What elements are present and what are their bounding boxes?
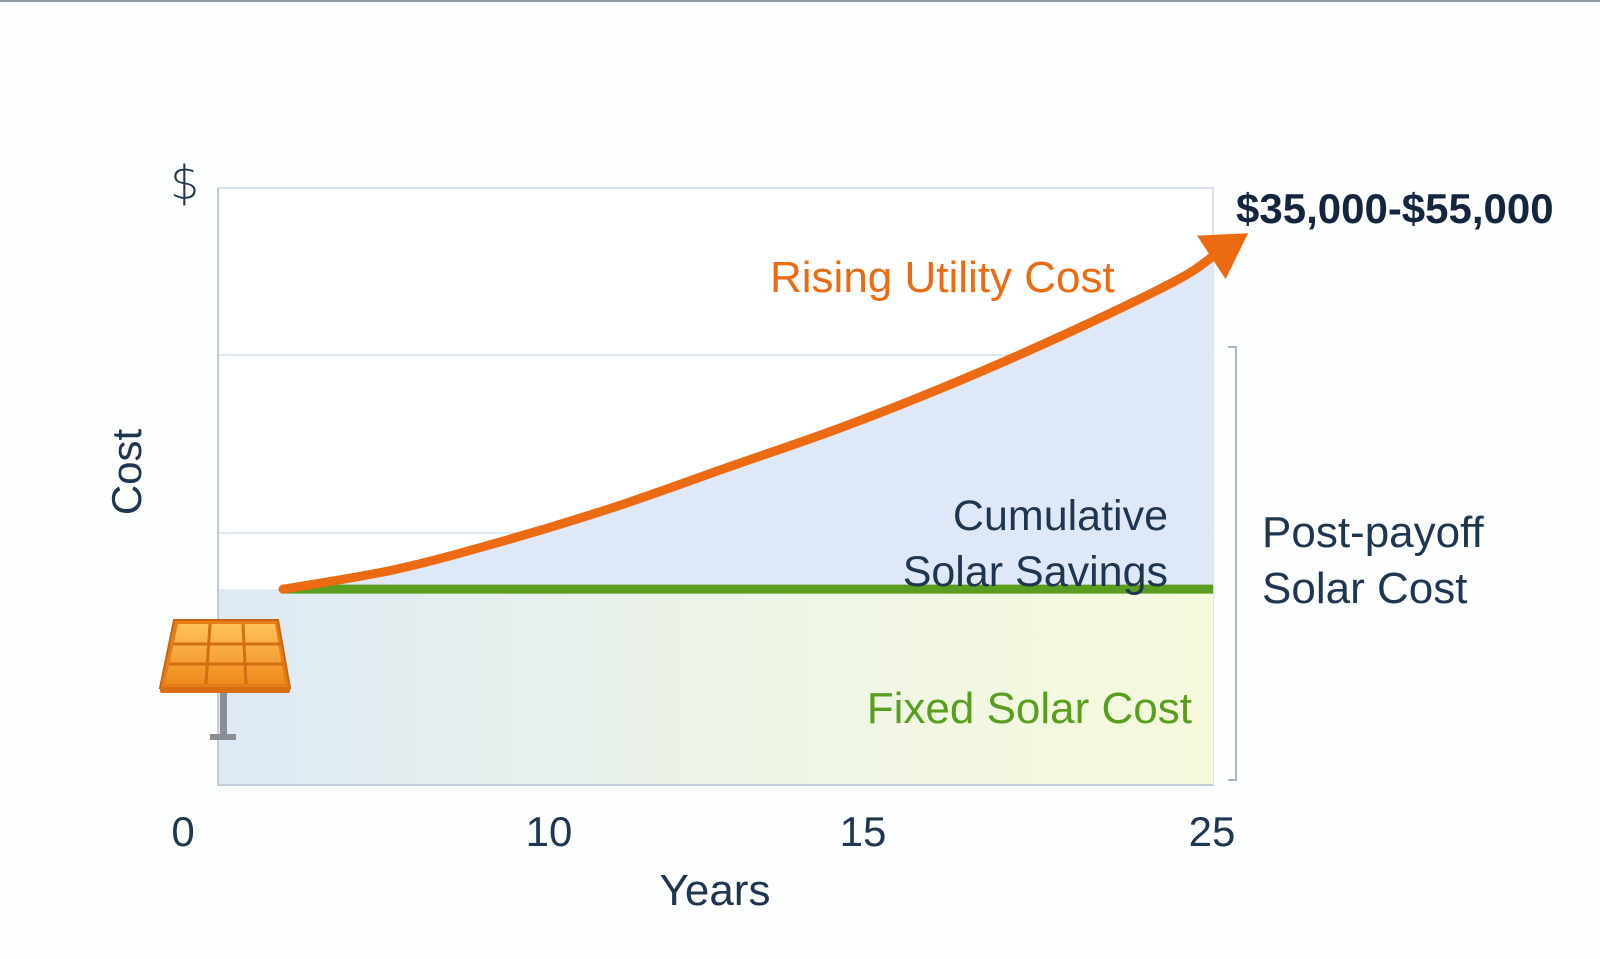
savings-area	[283, 256, 1213, 590]
cumulative-savings-label: Cumulative Solar Savings	[903, 488, 1168, 600]
rising-utility-cost-line	[278, 251, 1218, 594]
top-divider	[0, 0, 1600, 2]
rising-utility-cost-label: Rising Utility Cost	[770, 253, 1115, 302]
x-tick-label: 25	[1188, 808, 1236, 855]
arrow-head	[1197, 233, 1249, 280]
fixed-cost-area	[218, 589, 1213, 785]
savings-line-2: Solar Savings	[902, 548, 1168, 596]
solar-panel-icon	[158, 619, 292, 740]
x-tick-label: 10	[525, 808, 573, 855]
x-axis-title: Years	[659, 866, 771, 915]
payoff-bracket	[1228, 346, 1237, 781]
y-axis-unit-label: $	[170, 156, 200, 210]
post-payoff-line-1: Post-payoff	[1262, 508, 1484, 557]
savings-line-1: Cumulative	[952, 492, 1168, 540]
post-payoff-line-2: Solar Cost	[1262, 564, 1468, 613]
post-payoff-label: Post-payoff Solar Cost	[1262, 505, 1484, 617]
x-tick-label: 15	[839, 808, 887, 855]
x-tick-label: 0	[171, 808, 195, 855]
cost-range-annotation: $35,000-$55,000	[1236, 185, 1554, 232]
fixed-solar-cost-label: Fixed Solar Cost	[866, 684, 1192, 733]
y-axis-title: Cost	[103, 428, 150, 516]
